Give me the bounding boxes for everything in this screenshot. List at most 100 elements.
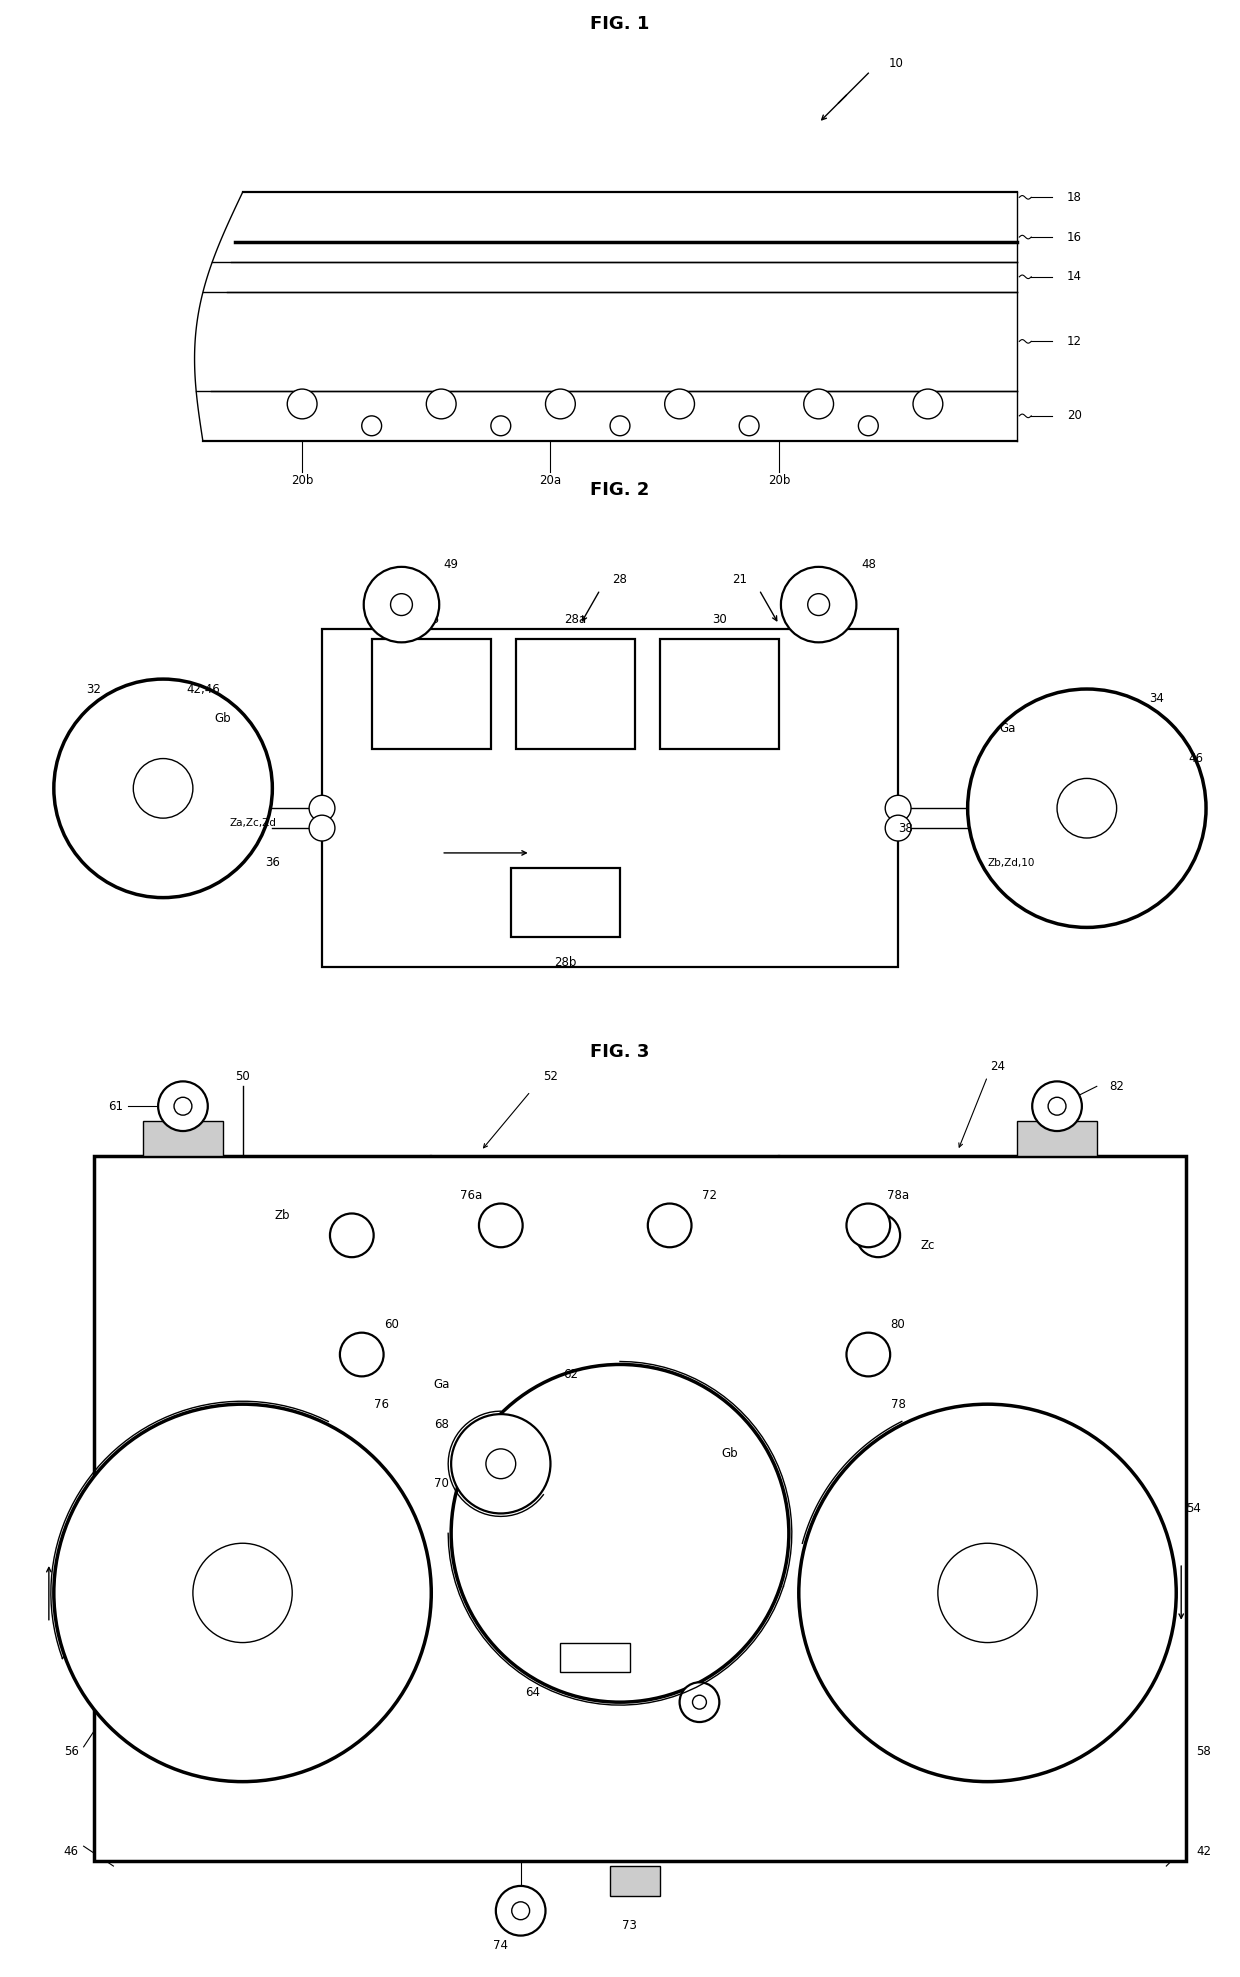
- Circle shape: [486, 1449, 516, 1479]
- Text: 72: 72: [702, 1188, 717, 1202]
- Text: 54: 54: [1187, 1503, 1202, 1514]
- Text: 34: 34: [1149, 692, 1164, 706]
- Circle shape: [340, 1332, 383, 1376]
- Circle shape: [1056, 779, 1117, 838]
- Bar: [144, 1121, 223, 1157]
- Text: 58: 58: [1197, 1746, 1210, 1758]
- Text: 46: 46: [63, 1845, 79, 1858]
- Text: 16: 16: [1066, 231, 1083, 243]
- Text: 38: 38: [898, 822, 913, 834]
- Text: Ga: Ga: [999, 722, 1016, 735]
- Text: FIG. 3: FIG. 3: [590, 1042, 650, 1060]
- Circle shape: [913, 389, 942, 419]
- Bar: [610, 1866, 660, 1896]
- Text: 24: 24: [990, 1060, 1004, 1074]
- Text: 82: 82: [1110, 1079, 1125, 1093]
- Text: 20b: 20b: [291, 474, 314, 486]
- Circle shape: [680, 1682, 719, 1722]
- Circle shape: [427, 389, 456, 419]
- Circle shape: [53, 678, 273, 898]
- Bar: [660, 639, 779, 749]
- Bar: [93, 1157, 1187, 1860]
- Text: 28a: 28a: [564, 613, 587, 627]
- Text: 46: 46: [1189, 751, 1204, 765]
- Text: 49: 49: [444, 558, 459, 571]
- Text: 80: 80: [890, 1319, 905, 1331]
- Circle shape: [133, 759, 193, 818]
- Text: 74: 74: [494, 1939, 508, 1951]
- Text: 52: 52: [543, 1070, 558, 1083]
- Text: Gb: Gb: [215, 712, 231, 726]
- Circle shape: [174, 1097, 192, 1115]
- Bar: [1017, 1121, 1096, 1157]
- Circle shape: [692, 1694, 707, 1710]
- Circle shape: [362, 415, 382, 435]
- Text: 78: 78: [890, 1398, 905, 1412]
- Circle shape: [665, 389, 694, 419]
- Text: 30: 30: [712, 613, 727, 627]
- Text: 20: 20: [1066, 409, 1081, 423]
- Text: 20b: 20b: [768, 474, 790, 486]
- Bar: [322, 629, 898, 967]
- Text: 76a: 76a: [460, 1188, 482, 1202]
- Bar: [372, 639, 491, 749]
- Text: 62: 62: [563, 1368, 578, 1380]
- Text: 42,46: 42,46: [186, 682, 219, 696]
- Text: Zc: Zc: [921, 1240, 935, 1251]
- Text: 76: 76: [374, 1398, 389, 1412]
- Circle shape: [847, 1332, 890, 1376]
- Text: 36: 36: [265, 856, 280, 870]
- Text: 64: 64: [526, 1686, 541, 1698]
- Circle shape: [967, 690, 1207, 927]
- Text: 61: 61: [108, 1099, 123, 1113]
- Circle shape: [491, 415, 511, 435]
- Circle shape: [1048, 1097, 1066, 1115]
- Circle shape: [496, 1886, 546, 1935]
- Text: 50: 50: [236, 1070, 250, 1083]
- Text: FIG. 1: FIG. 1: [590, 14, 650, 32]
- Circle shape: [330, 1214, 373, 1257]
- Text: 14: 14: [1066, 271, 1083, 283]
- Text: 10: 10: [888, 57, 903, 69]
- Bar: [560, 1643, 630, 1673]
- Circle shape: [363, 567, 439, 643]
- Circle shape: [159, 1081, 208, 1131]
- Circle shape: [781, 567, 857, 643]
- Circle shape: [610, 415, 630, 435]
- Circle shape: [858, 415, 878, 435]
- Text: 26: 26: [424, 613, 439, 627]
- Text: 78a: 78a: [887, 1188, 909, 1202]
- Circle shape: [451, 1364, 789, 1702]
- Circle shape: [647, 1204, 692, 1247]
- Text: Ga: Ga: [433, 1378, 449, 1392]
- Circle shape: [739, 415, 759, 435]
- Text: Gb: Gb: [720, 1447, 738, 1461]
- Text: 56: 56: [63, 1746, 78, 1758]
- Circle shape: [937, 1544, 1037, 1643]
- Circle shape: [309, 795, 335, 820]
- Circle shape: [804, 389, 833, 419]
- Circle shape: [288, 389, 317, 419]
- Circle shape: [885, 795, 911, 820]
- Text: 18: 18: [1066, 192, 1081, 204]
- Text: 68: 68: [434, 1418, 449, 1431]
- Text: 48: 48: [861, 558, 875, 571]
- Text: 70: 70: [434, 1477, 449, 1491]
- Text: 28: 28: [613, 573, 627, 587]
- Text: Zb: Zb: [274, 1210, 290, 1222]
- Circle shape: [451, 1414, 551, 1514]
- Circle shape: [479, 1204, 522, 1247]
- Text: Za,Zc,Zd: Za,Zc,Zd: [229, 818, 277, 828]
- Text: 60: 60: [384, 1319, 399, 1331]
- Circle shape: [1032, 1081, 1081, 1131]
- Text: 21: 21: [732, 573, 746, 587]
- Circle shape: [799, 1404, 1177, 1781]
- Circle shape: [807, 593, 830, 615]
- Circle shape: [885, 815, 911, 840]
- Circle shape: [512, 1902, 529, 1920]
- Text: 32: 32: [86, 682, 100, 696]
- Bar: [511, 868, 620, 937]
- Text: 20a: 20a: [539, 474, 562, 486]
- Circle shape: [857, 1214, 900, 1257]
- Text: 42: 42: [1197, 1845, 1211, 1858]
